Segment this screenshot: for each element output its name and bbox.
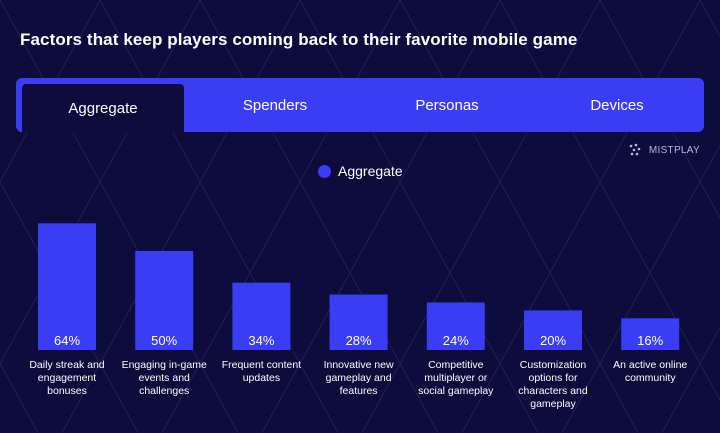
tab-spenders[interactable]: Spenders — [242, 96, 308, 114]
category-label-6: An active online community — [613, 359, 687, 384]
bar-value-label-6: 16% — [637, 333, 663, 348]
bar-value-label-0: 64% — [54, 333, 80, 348]
category-label-2: Frequent content updates — [222, 359, 301, 384]
category-label-0: Daily streak and engagement bonuses — [29, 359, 104, 397]
tab-devices[interactable]: Devices — [590, 96, 644, 114]
category-label-5: Customization options for characters and ga… — [518, 359, 588, 410]
bar-0 — [38, 223, 96, 350]
legend-label: Aggregate — [338, 163, 403, 179]
chart-legend: Aggregate — [318, 163, 403, 179]
bar-value-label-3: 28% — [346, 333, 372, 348]
bar-value-label-1: 50% — [151, 333, 177, 348]
tab-personas[interactable]: Personas — [415, 96, 479, 114]
bar-1 — [135, 251, 194, 350]
page-title: Factors that keep players coming back to… — [20, 30, 578, 49]
bar-value-label-2: 34% — [248, 333, 274, 348]
bar-2 — [232, 282, 291, 350]
bar-value-label-4: 24% — [443, 333, 469, 348]
category-label-4: Competitive multiplayer or social gameplay — [418, 359, 494, 397]
bar-3 — [329, 294, 388, 350]
bar-5 — [524, 310, 582, 350]
category-label-3: Innovative new gameplay and features — [324, 359, 394, 397]
bar-6 — [621, 318, 680, 350]
legend-swatch — [318, 164, 331, 178]
tab-aggregate[interactable]: Aggregate — [20, 82, 186, 132]
category-label-1: Engaging in-game events and challenges — [122, 359, 207, 397]
brand-logo: MISTPLAY — [628, 143, 700, 157]
mistplay-logo-icon — [629, 143, 641, 156]
bar-value-label-5: 20% — [540, 333, 566, 348]
tab-bar: Aggregate Spenders Personas Devices — [16, 78, 704, 132]
brand-name: MISTPLAY — [648, 144, 700, 156]
bar-4 — [426, 302, 485, 350]
